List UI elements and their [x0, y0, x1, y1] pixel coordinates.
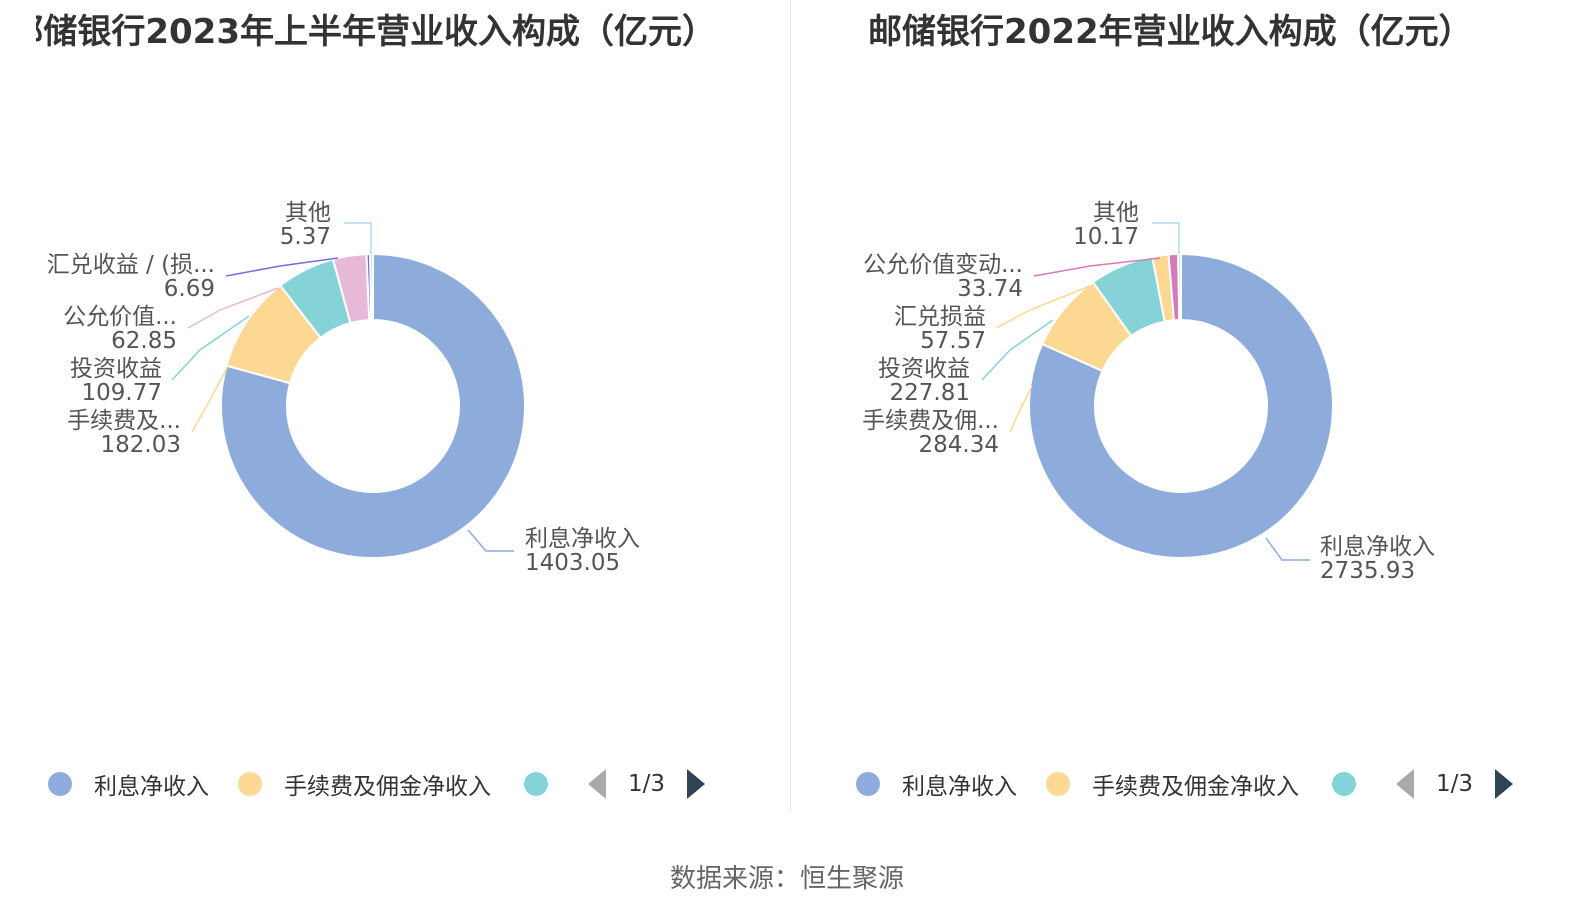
slice-value: 62.85 — [111, 328, 177, 354]
slice-value: 10.17 — [1073, 224, 1139, 250]
slice-label: 投资收益 — [878, 356, 970, 382]
chevron-right-icon[interactable] — [1495, 769, 1514, 799]
slice-value: 1403.05 — [525, 550, 620, 576]
legend-left: 利息净收入 手续费及佣金净收入 1/3 — [0, 764, 790, 804]
panel-divider — [790, 0, 791, 812]
legend-dot — [48, 772, 72, 796]
slice-label: 利息净收入 — [1320, 534, 1435, 560]
data-source: 数据来源：恒生聚源 — [669, 864, 904, 894]
slice-value: 227.81 — [890, 380, 970, 406]
chevron-left-icon[interactable] — [588, 769, 606, 799]
legend-page-indicator: 1/3 — [1436, 771, 1474, 797]
slice-label: 投资收益 — [70, 356, 162, 382]
legend-item-3[interactable] — [1332, 764, 1378, 804]
slice-label: 利息净收入 — [525, 526, 640, 552]
slice-label: 其他 — [1093, 200, 1139, 226]
chevron-left-icon[interactable] — [1396, 769, 1414, 799]
legend-page-indicator: 1/3 — [628, 771, 666, 797]
legend-item-1[interactable]: 利息净收入 — [856, 764, 1017, 804]
slice-value: 6.69 — [164, 276, 215, 302]
legend-dot — [524, 772, 548, 796]
label-leader-line — [191, 367, 228, 433]
legend-item-3[interactable] — [524, 764, 570, 804]
slice-label: 公允价值变动... — [863, 252, 1023, 278]
legend-dot — [1046, 772, 1070, 796]
legend-item-2[interactable]: 手续费及佣金净收入 — [238, 764, 491, 804]
slice-value: 284.34 — [919, 432, 999, 458]
slice-value: 109.77 — [82, 380, 162, 406]
label-leader-line — [187, 287, 279, 329]
legend-item-1[interactable]: 利息净收入 — [48, 764, 209, 804]
donut-slice[interactable] — [1028, 252, 1334, 559]
slice-value: 33.74 — [957, 276, 1023, 302]
label-leader-line — [467, 529, 514, 552]
label-leader-line — [1033, 257, 1161, 277]
slice-label: 手续费及佣... — [862, 408, 999, 434]
label-leader-line — [225, 257, 339, 277]
label-leader-line — [981, 319, 1054, 381]
donut-slice[interactable] — [220, 252, 526, 559]
chart-title-left: 邮储银行2023年上半年营业收入构成（亿元） — [36, 12, 716, 52]
legend-dot — [238, 772, 262, 796]
label-leader-line — [995, 285, 1091, 329]
label-leader-line — [1152, 222, 1180, 254]
slice-value: 2735.93 — [1320, 558, 1415, 584]
legend-dot — [1332, 772, 1356, 796]
legend-label: 利息净收入 — [902, 774, 1017, 800]
label-leader-line — [1265, 537, 1310, 561]
slice-label: 公允价值... — [63, 304, 177, 330]
slice-label: 其他 — [285, 200, 331, 226]
legend-label: 手续费及佣金净收入 — [1092, 774, 1299, 800]
legend-item-2[interactable]: 手续费及佣金净收入 — [1046, 764, 1299, 804]
legend-label: 手续费及佣金净收入 — [284, 774, 491, 800]
chevron-right-icon[interactable] — [687, 769, 706, 799]
legend-label: 利息净收入 — [94, 774, 209, 800]
slice-label: 汇兑损益 — [894, 304, 986, 330]
slice-label: 汇兑收益 / (损... — [47, 252, 215, 278]
donut-slice[interactable] — [369, 252, 374, 322]
label-leader-line — [171, 315, 250, 381]
label-leader-line — [1009, 385, 1033, 433]
label-leader-line — [344, 222, 372, 254]
slice-value: 182.03 — [101, 432, 181, 458]
legend-dot — [856, 772, 880, 796]
legend-pager: 1/3 — [588, 764, 706, 804]
legend-pager: 1/3 — [1396, 764, 1514, 804]
donut-slice[interactable] — [1177, 252, 1182, 322]
slice-value: 57.57 — [920, 328, 986, 354]
legend-right: 利息净收入 手续费及佣金净收入 1/3 — [0, 764, 1574, 804]
slice-value: 5.37 — [280, 224, 331, 250]
slice-label: 手续费及... — [67, 408, 181, 434]
chart-title-right: 邮储银行2022年营业收入构成（亿元） — [868, 12, 1473, 52]
